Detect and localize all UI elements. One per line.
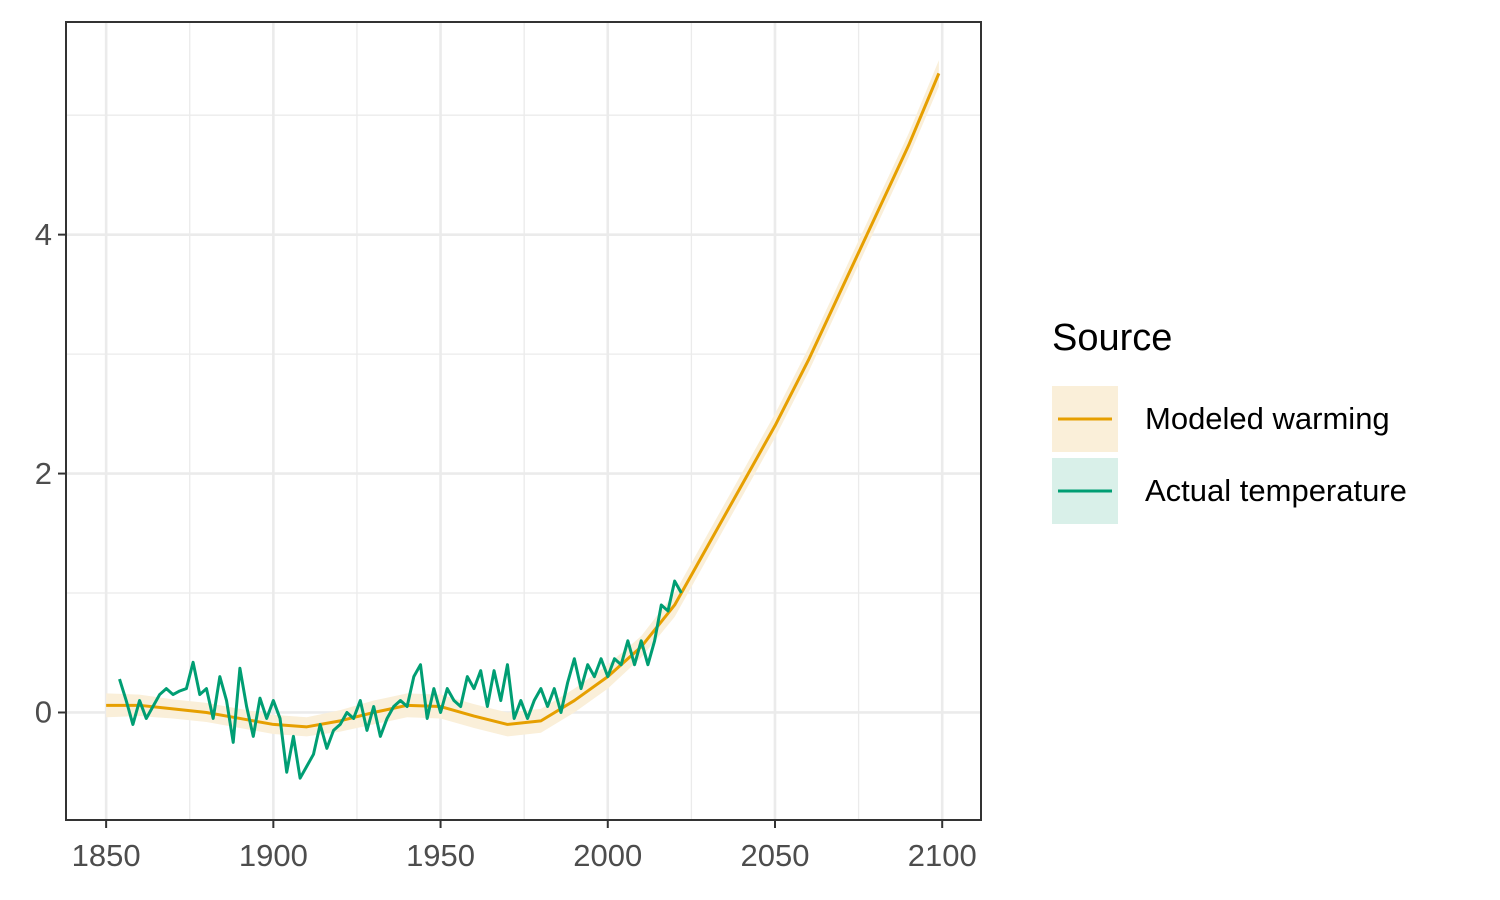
y-tick-label: 2 (35, 456, 52, 491)
line (118, 579, 683, 780)
x-tick-label: 1850 (72, 838, 141, 873)
x-tick-label: 2050 (741, 838, 810, 873)
y-tick-label: 4 (35, 217, 52, 252)
x-tick-label: 2100 (908, 838, 977, 873)
legend-label: Actual temperature (1145, 473, 1407, 508)
x-tick-label: 1950 (406, 838, 475, 873)
y-tick-label: 0 (35, 695, 52, 730)
panel-border (65, 21, 982, 821)
x-tick-label: 1900 (239, 838, 308, 873)
legend-label: Modeled warming (1145, 401, 1390, 436)
legend-title: Source (1052, 317, 1172, 359)
x-tick-label: 2000 (573, 838, 642, 873)
ribbon (106, 60, 939, 737)
line (106, 72, 941, 729)
